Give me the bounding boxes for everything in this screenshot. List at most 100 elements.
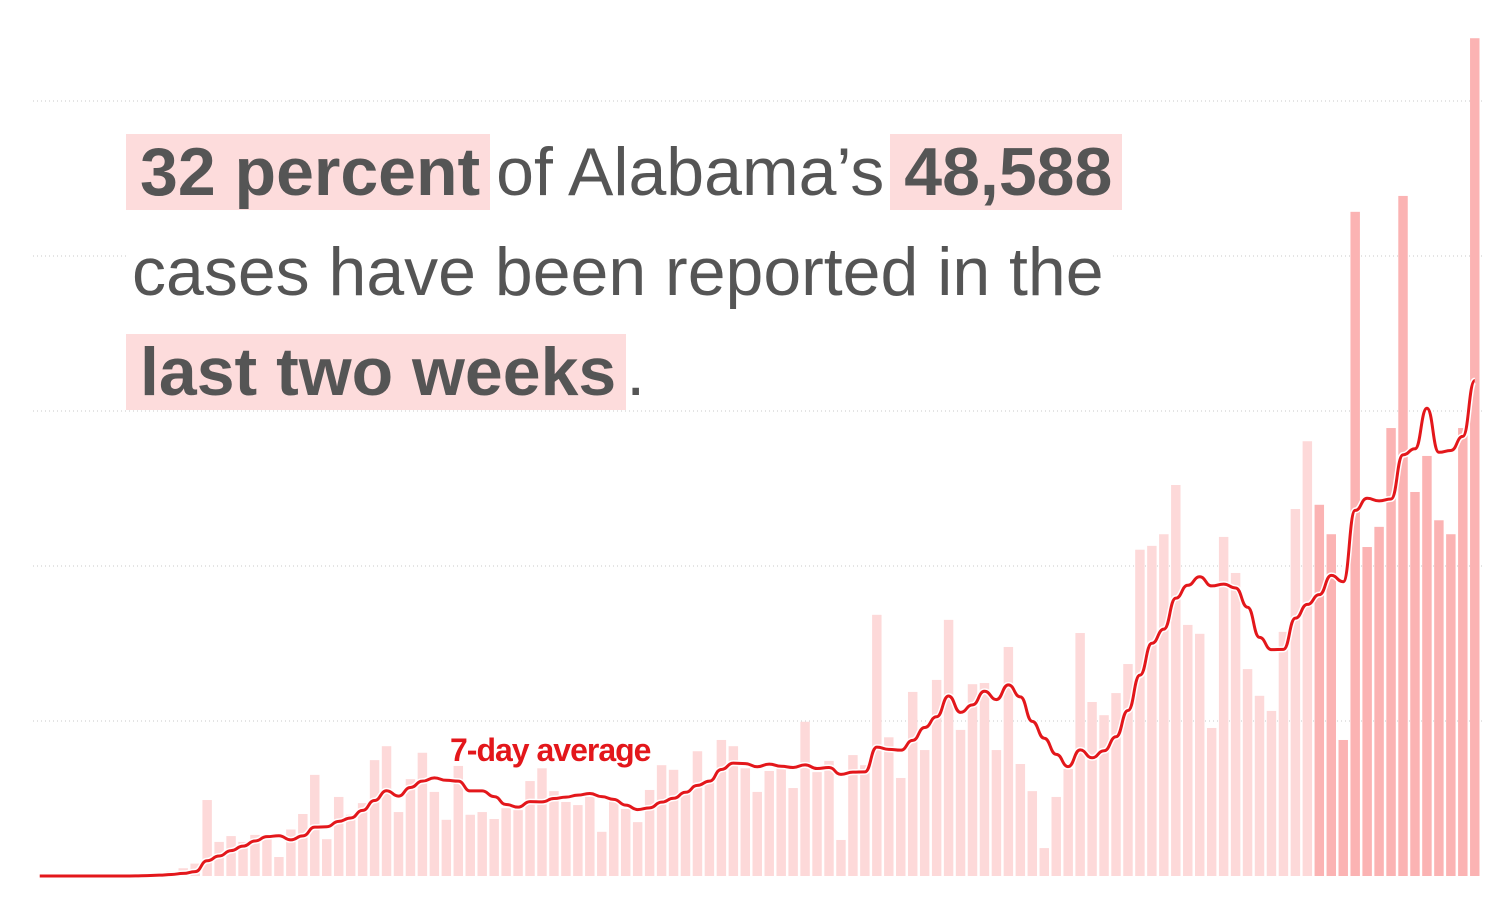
bar-day [561, 801, 571, 876]
bar-recent-day [1434, 520, 1444, 876]
headline-text-reported: cases have been reported in the [126, 234, 1110, 310]
bar-day [1171, 485, 1181, 876]
bar-day [429, 791, 440, 876]
bar-day [1003, 646, 1014, 876]
bar-day [955, 729, 966, 876]
bar-day [788, 788, 798, 876]
average-line [39, 379, 1477, 878]
bar-day [943, 619, 954, 876]
bar-day [537, 768, 547, 876]
bar-day [1242, 669, 1253, 876]
bar-recent-day [1350, 211, 1360, 876]
bar-day [262, 838, 272, 876]
headline-last-two-weeks: last two weeks [126, 334, 627, 410]
bar-day [369, 760, 380, 876]
bar-day [776, 766, 786, 876]
bar-recent-day [1398, 195, 1408, 876]
bar-day [609, 800, 619, 876]
headline-text-of-alabama: of Alabama’s [490, 134, 891, 210]
headline-line-2: cases have been reported in the [126, 222, 1246, 322]
bar-day [489, 819, 499, 876]
bar-day [1266, 710, 1277, 876]
bar-recent-day [1362, 547, 1372, 876]
bar-recent-day [1422, 455, 1432, 876]
bar-day [1230, 572, 1241, 876]
bar-day [692, 751, 703, 876]
bar-day [716, 739, 727, 876]
bar-day [226, 836, 236, 876]
bar-day [393, 812, 404, 876]
bar-day [668, 769, 679, 876]
bar-day [477, 812, 487, 876]
bar-day [931, 679, 942, 876]
headline-total-cases: 48,588 [890, 134, 1123, 210]
bar-day [381, 746, 392, 876]
bar-day [896, 777, 906, 876]
bar-day [1206, 727, 1217, 876]
bar-day [405, 779, 416, 876]
bar-day [919, 750, 930, 876]
bar-day [644, 789, 655, 876]
bar-day [812, 772, 822, 876]
bar-day [1039, 848, 1049, 876]
bar-day [836, 839, 846, 876]
headline-percent: 32 percent [126, 134, 491, 210]
bar-day [1075, 633, 1085, 876]
headline-period: . [626, 334, 646, 410]
bar-recent-day [1410, 491, 1420, 876]
bar-recent-day [1470, 38, 1480, 877]
bar-day [632, 822, 643, 876]
daily-case-bars [130, 38, 1480, 877]
bar-day [357, 803, 368, 876]
bar-day [884, 737, 894, 876]
bar-day [740, 768, 751, 876]
bar-day [1254, 695, 1265, 876]
bar-day [1147, 545, 1157, 876]
bar-day [1302, 441, 1313, 876]
bar-day [525, 781, 535, 876]
bar-day [238, 841, 248, 876]
bar-day [860, 765, 870, 876]
bar-day [441, 819, 452, 876]
bar-day [967, 684, 978, 876]
bar-day [1290, 509, 1301, 876]
headline-line-3: last two weeks. [126, 322, 1246, 422]
bar-day [1099, 715, 1109, 876]
bar-day [1278, 631, 1289, 876]
bar-day [597, 831, 607, 876]
bar-day [286, 829, 296, 876]
bar-recent-day [1446, 534, 1456, 876]
bar-day [1087, 702, 1097, 876]
bar-day [202, 800, 212, 876]
bar-recent-day [1314, 504, 1325, 876]
headline: 32 percent of Alabama’s 48,588 cases have … [126, 122, 1246, 422]
bar-recent-day [1338, 739, 1348, 876]
bar-day [1015, 764, 1026, 876]
bar-day [728, 746, 739, 876]
bar-day [800, 721, 810, 876]
bar-day [333, 796, 344, 876]
bar-day [417, 752, 428, 876]
bar-day [549, 791, 559, 876]
headline-line-1: 32 percent of Alabama’s 48,588 [126, 122, 1246, 222]
bar-day [322, 839, 332, 876]
bar-day [274, 857, 284, 876]
bar-day [465, 814, 475, 876]
bar-day [979, 683, 990, 876]
bar-day [656, 765, 667, 876]
bar-day [250, 834, 260, 876]
bar-day [1063, 769, 1073, 876]
bar-recent-day [1386, 428, 1396, 876]
bar-day [1123, 664, 1133, 876]
bar-day [1027, 791, 1038, 876]
bar-day [907, 691, 918, 876]
bar-recent-day [1458, 428, 1468, 876]
bar-recent-day [1326, 534, 1336, 876]
bar-day [848, 755, 858, 876]
bar-recent-day [1374, 526, 1384, 876]
bar-day [764, 770, 774, 876]
bar-day [1218, 536, 1229, 876]
seven-day-average-label: 7-day average [450, 732, 651, 768]
bar-day [1183, 624, 1193, 876]
